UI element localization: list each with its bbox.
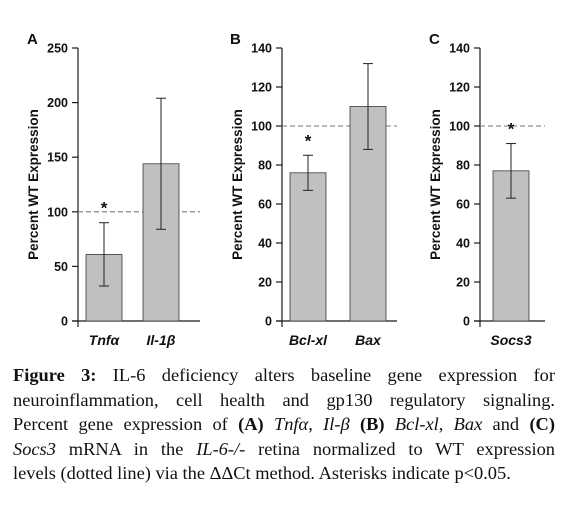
panel-b-y-tick-label: 20 [258,276,272,290]
panel-c-label: C [429,31,440,48]
panel-c-y-tick-label: 80 [456,159,470,173]
panel-b-y-tick-label: 140 [251,42,272,56]
panel-a-y-tick-label: 100 [47,205,68,219]
panel-a-x-tick-label: Tnfα [89,332,121,348]
panel-a-y-tick-label: 50 [54,260,68,274]
panel-b-significance-marker: * [305,131,312,150]
panel-b-bar [289,172,327,322]
panel-c-y-tick-label: 140 [449,42,470,56]
caption-line-5: levels (dotted line) via the ΔΔCt method… [13,463,511,483]
panel-b-y-tick-label: 100 [251,120,272,134]
panel-a-y-tick-label: 150 [47,151,68,165]
panel-c-y-tick-label: 120 [449,81,470,95]
caption-line-1-text: IL-6 deficiency alters baseline gene exp… [96,365,555,385]
panel-b-label: B [230,31,241,48]
figure-caption: Figure 3: IL-6 deficiency alters baselin… [13,363,555,486]
panel-c-y-tick-label: 0 [463,315,470,329]
caption-line-3: Percent gene expression of (A) Tnfα, Il-… [13,414,555,434]
panel-b-x-tick-label: Bcl-xl [289,332,328,348]
panel-a-x-tick-label: Il-1β [147,332,176,348]
panel-b-x-tick-label: Bax [355,332,382,348]
panel-c-y-tick-label: 20 [456,276,470,290]
panel-c-y-axis-title: Percent WT Expression [428,109,443,260]
panel-b-y-tick-label: 60 [258,198,272,212]
caption-label: Figure 3: [13,365,97,385]
panel-b-y-tick-label: 80 [258,159,272,173]
panel-a-y-tick-label: 0 [61,315,68,329]
panel-a-y-axis-title: Percent WT Expression [26,109,41,260]
panel-c-x-tick-label: Socs3 [490,332,531,348]
caption-line-1: Figure 3: IL-6 deficiency alters baselin… [13,363,555,388]
panel-a-y-tick-label: 250 [47,42,68,56]
panel-c-y-tick-label: 40 [456,237,470,251]
panel-a-y-tick-label: 200 [47,96,68,110]
panel-c-y-tick-label: 60 [456,198,470,212]
panel-a-label: A [27,31,38,48]
panel-b-y-tick-label: 0 [265,315,272,329]
panel-b-y-tick-label: 40 [258,237,272,251]
panel-a-bar [142,163,180,322]
panel-c-significance-marker: * [508,120,515,139]
panel-a-significance-marker: * [101,199,108,218]
caption-line-4: Socs3 mRNA in the IL-6-/- retina normali… [13,438,555,459]
panel-b-y-tick-label: 120 [251,81,272,95]
caption-line-2: neuroinflammation, cell health and gp130… [13,389,555,410]
panel-c-y-tick-label: 100 [449,120,470,134]
panel-b-y-axis-title: Percent WT Expression [230,109,245,260]
